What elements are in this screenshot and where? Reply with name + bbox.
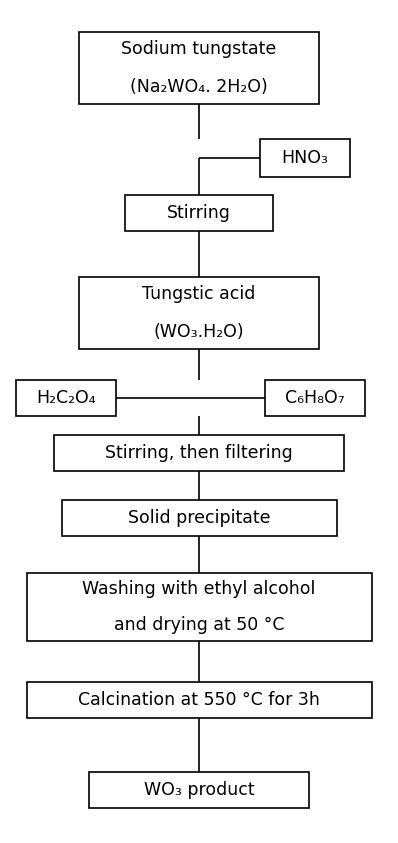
Text: Solid precipitate: Solid precipitate (128, 509, 270, 527)
Text: C₆H₈O₇: C₆H₈O₇ (285, 389, 345, 407)
Bar (265, 380, 365, 416)
Text: and drying at 50 °C: and drying at 50 °C (114, 615, 284, 634)
Text: WO₃ product: WO₃ product (144, 781, 254, 799)
Text: Sodium tungstate: Sodium tungstate (121, 40, 277, 58)
Bar (89, 772, 309, 808)
Text: Calcination at 550 °C for 3h: Calcination at 550 °C for 3h (78, 691, 320, 709)
Text: Stirring: Stirring (167, 204, 231, 222)
Bar (27, 573, 371, 641)
Bar (79, 277, 319, 349)
Bar (27, 682, 371, 718)
Bar (16, 380, 116, 416)
Text: (WO₃.H₂O): (WO₃.H₂O) (154, 323, 244, 341)
Bar (62, 500, 336, 536)
Bar (79, 32, 319, 104)
Text: H₂C₂O₄: H₂C₂O₄ (36, 389, 96, 407)
Text: Tungstic acid: Tungstic acid (142, 285, 256, 303)
Text: (Na₂WO₄. 2H₂O): (Na₂WO₄. 2H₂O) (130, 78, 268, 96)
Bar (54, 435, 344, 471)
Text: HNO₃: HNO₃ (281, 149, 328, 167)
Bar (125, 195, 273, 231)
Bar (260, 139, 350, 177)
Text: Stirring, then filtering: Stirring, then filtering (105, 444, 293, 462)
Text: Washing with ethyl alcohol: Washing with ethyl alcohol (82, 580, 316, 599)
